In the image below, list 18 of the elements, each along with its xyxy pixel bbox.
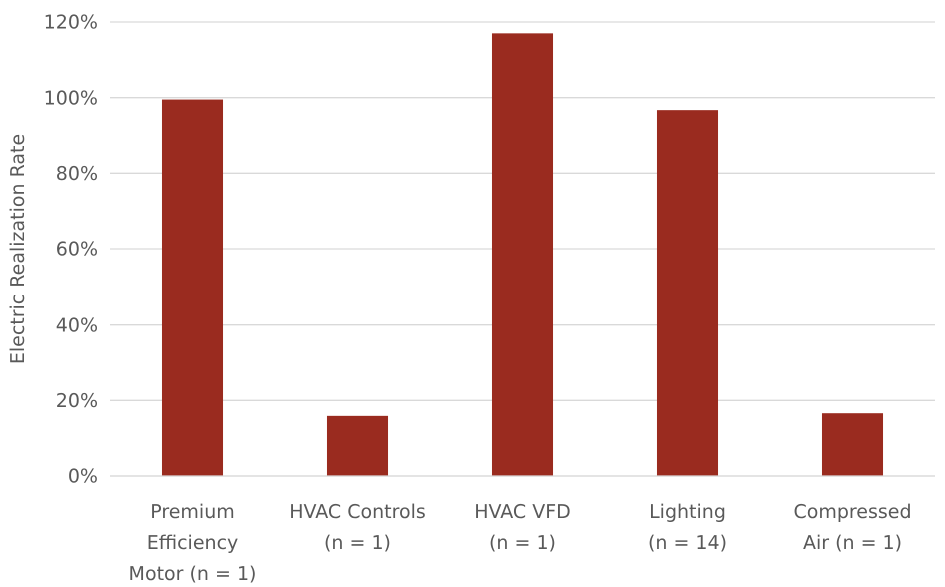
- y-tick-label: 0%: [68, 466, 98, 488]
- bar: [822, 413, 884, 476]
- bar: [326, 416, 388, 476]
- y-tick-label: 40%: [56, 314, 98, 336]
- x-tick-label: Compressed Air (n = 1): [793, 501, 912, 554]
- bar: [162, 100, 224, 476]
- x-tick-label: HVAC Controls (n = 1): [289, 501, 426, 554]
- y-axis-title: Electric Realization Rate: [7, 134, 29, 364]
- y-tick-label: 100%: [44, 87, 98, 110]
- x-tick-label: Lighting (n = 14): [648, 501, 728, 554]
- x-tick-label: Premium Efficiency Motor (n = 1): [128, 501, 256, 585]
- x-tick-label: HVAC VFD (n = 1): [474, 501, 571, 554]
- bar: [492, 33, 554, 476]
- y-tick-label: 20%: [56, 390, 98, 412]
- y-tick-label: 80%: [56, 162, 98, 185]
- y-tick-label: 60%: [56, 238, 98, 261]
- bar: [656, 110, 718, 476]
- y-tick-label: 120%: [44, 12, 98, 34]
